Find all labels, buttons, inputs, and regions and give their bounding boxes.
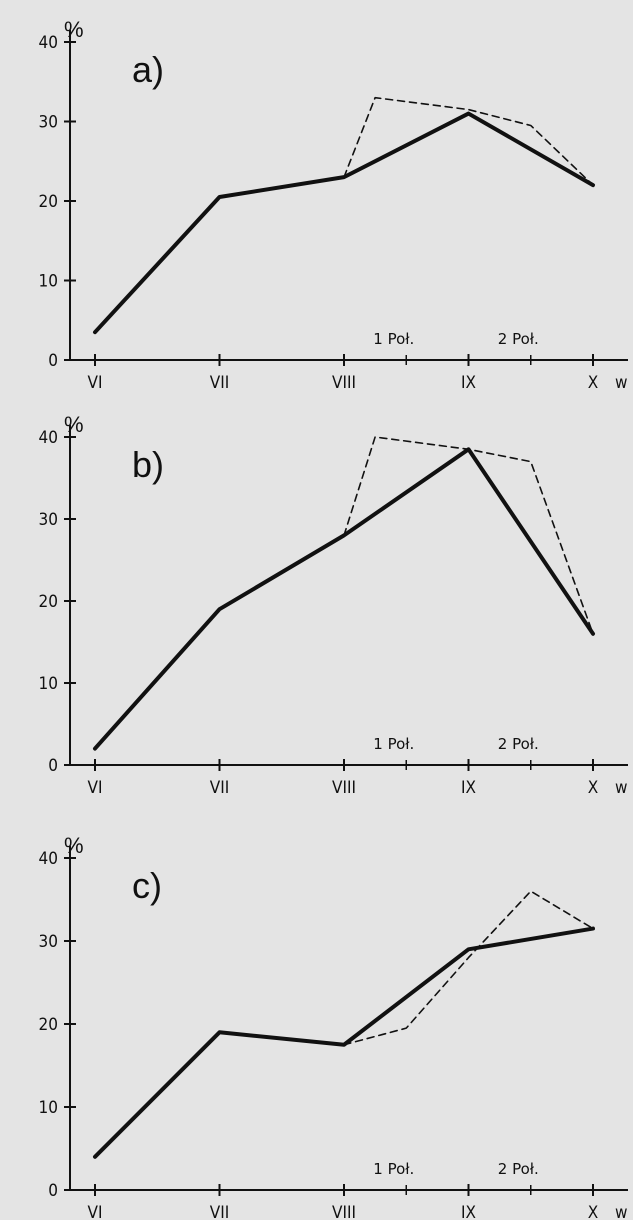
y-tick-label: 20 [39, 192, 58, 212]
x-tick-label: VI [88, 778, 103, 798]
y-tick-label: 30 [39, 113, 58, 133]
x-tick-label: VII [210, 1203, 229, 1220]
panel-label: a) [132, 49, 164, 90]
y-tick-label: 10 [39, 674, 58, 694]
y-tick-label: 30 [39, 510, 58, 530]
half-label: 2 Poł. [498, 330, 539, 348]
y-tick-label: 0 [48, 1181, 58, 1201]
x-tick-label: X [588, 373, 598, 393]
x-suffix-label: w [615, 373, 628, 393]
dashed-series-line [343, 436, 594, 635]
x-tick-label: VIII [332, 778, 356, 798]
x-tick-label: IX [461, 1203, 476, 1220]
half-label: 1 Poł. [373, 1160, 414, 1178]
y-tick-label: 10 [39, 1098, 58, 1118]
y-unit-label: % [64, 833, 84, 858]
y-tick-label: 10 [39, 272, 58, 292]
y-tick-label: 20 [39, 592, 58, 612]
half-label: 2 Poł. [498, 735, 539, 753]
y-tick-label: 40 [39, 33, 58, 53]
x-tick-label: IX [461, 778, 476, 798]
panel-label: b) [132, 444, 164, 485]
x-tick-label: VI [88, 373, 103, 393]
x-tick-label: X [588, 778, 598, 798]
dashed-series-line [343, 890, 594, 1046]
y-tick-label: 40 [39, 849, 58, 869]
x-tick-label: VII [210, 778, 229, 798]
y-tick-label: 0 [48, 351, 58, 371]
solid-series-line [93, 447, 595, 751]
x-tick-label: X [588, 1203, 598, 1220]
y-tick-label: 40 [39, 428, 58, 448]
x-tick-label: IX [461, 373, 476, 393]
x-suffix-label: w [615, 778, 628, 798]
x-tick-label: VIII [332, 1203, 356, 1220]
y-tick-label: 30 [39, 932, 58, 952]
y-tick-label: 0 [48, 756, 58, 776]
half-label: 1 Poł. [373, 735, 414, 753]
panel-label: c) [132, 865, 162, 906]
x-tick-label: VII [210, 373, 229, 393]
half-label: 1 Poł. [373, 330, 414, 348]
solid-series-line [93, 926, 595, 1159]
y-tick-label: 20 [39, 1015, 58, 1035]
dashed-series-line [343, 96, 594, 186]
x-suffix-label: w [615, 1203, 628, 1220]
half-label: 2 Poł. [498, 1160, 539, 1178]
x-tick-label: VI [88, 1203, 103, 1220]
y-unit-label: % [64, 412, 84, 437]
y-unit-label: % [64, 17, 84, 42]
x-tick-label: VIII [332, 373, 356, 393]
solid-series-line [93, 111, 595, 335]
